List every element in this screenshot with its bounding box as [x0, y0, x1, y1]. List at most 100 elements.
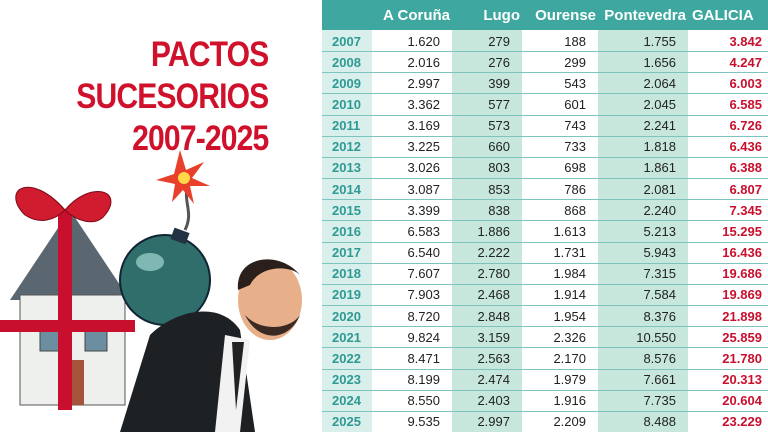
value: 601: [564, 96, 586, 112]
value: 8.720: [407, 308, 440, 324]
tie: [232, 342, 244, 410]
row-divider: [322, 241, 768, 243]
spark-core: [178, 172, 190, 184]
value: 8.550: [407, 393, 440, 409]
row-divider: [322, 347, 768, 349]
year: 2017: [332, 245, 361, 261]
value: 2.170: [553, 350, 586, 366]
row-divider: [322, 135, 768, 137]
column-header: Pontevedra: [604, 7, 686, 24]
bomb-shine: [136, 253, 164, 271]
value: 8.376: [643, 308, 676, 324]
value: 7.661: [643, 372, 676, 388]
value: 743: [564, 118, 586, 134]
value: 868: [564, 202, 586, 218]
value: 8.199: [407, 372, 440, 388]
value: 188: [564, 33, 586, 49]
bow: [15, 186, 112, 223]
year: 2018: [332, 266, 361, 282]
value: 7.345: [729, 202, 762, 218]
data-table: A Coruña Lugo Ourense Pontevedra GALICIA 2007…: [322, 0, 768, 432]
value: 20.313: [722, 372, 762, 388]
hair: [237, 259, 300, 290]
value: 8.576: [643, 350, 676, 366]
value: 853: [488, 181, 510, 197]
row-divider: [322, 93, 768, 95]
column-header: Ourense: [535, 7, 596, 24]
value: 1.984: [553, 266, 586, 282]
row-divider: [322, 199, 768, 201]
value: 2.997: [407, 75, 440, 91]
row-divider: [322, 410, 768, 412]
year: 2014: [332, 181, 361, 197]
value: 2.997: [477, 414, 510, 430]
value: 6.436: [729, 139, 762, 155]
value: 3.225: [407, 139, 440, 155]
value: 1.755: [643, 33, 676, 49]
value: 2.780: [477, 266, 510, 282]
value: 5.943: [643, 245, 676, 261]
value: 25.859: [722, 329, 762, 345]
value: 2.468: [477, 287, 510, 303]
row-divider: [322, 326, 768, 328]
value: 3.169: [407, 118, 440, 134]
value: 698: [564, 160, 586, 176]
value: 7.315: [643, 266, 676, 282]
title: PACTOS SUCESORIOS 2007-2025: [76, 34, 269, 160]
year: 2011: [332, 118, 361, 134]
value: 6.807: [729, 181, 762, 197]
value: 660: [488, 139, 510, 155]
value: 803: [488, 160, 510, 176]
value: 2.016: [407, 54, 440, 70]
year: 2019: [332, 287, 361, 303]
value: 2.222: [477, 245, 510, 261]
value: 3.362: [407, 96, 440, 112]
value: 733: [564, 139, 586, 155]
value: 1.818: [643, 139, 676, 155]
column-header: GALICIA: [692, 7, 754, 24]
value: 7.584: [643, 287, 676, 303]
value: 573: [488, 118, 510, 134]
row-divider: [322, 156, 768, 158]
beard: [245, 315, 300, 336]
row-divider: [322, 220, 768, 222]
value: 1.620: [407, 33, 440, 49]
title-line: PACTOS: [150, 35, 269, 74]
row-divider: [322, 178, 768, 180]
value: 786: [564, 181, 586, 197]
value: 19.869: [722, 287, 762, 303]
column-header: A Coruña: [383, 7, 450, 24]
bomb: [119, 234, 211, 326]
value: 6.388: [729, 160, 762, 176]
value: 838: [488, 202, 510, 218]
value: 19.686: [722, 266, 762, 282]
header-band: [322, 0, 768, 30]
value: 3.087: [407, 181, 440, 197]
year: 2009: [332, 75, 361, 91]
value: 2.563: [477, 350, 510, 366]
value: 1.656: [643, 54, 676, 70]
value: 279: [488, 33, 510, 49]
value: 23.229: [722, 414, 762, 430]
value: 20.604: [722, 393, 762, 409]
value: 2.209: [553, 414, 586, 430]
illustration: [0, 150, 302, 432]
shaded-column: [598, 30, 688, 432]
value: 2.240: [643, 202, 676, 218]
year: 2012: [332, 139, 361, 155]
row-divider: [322, 114, 768, 116]
year: 2023: [332, 372, 361, 388]
value: 8.471: [407, 350, 440, 366]
value: 2.474: [477, 372, 510, 388]
value: 6.583: [407, 223, 440, 239]
value: 2.403: [477, 393, 510, 409]
value: 1.954: [553, 308, 586, 324]
value: 2.241: [643, 118, 676, 134]
value: 3.842: [729, 33, 762, 49]
value: 2.848: [477, 308, 510, 324]
value: 1.914: [553, 287, 586, 303]
year: 2010: [332, 96, 361, 112]
value: 6.585: [729, 96, 762, 112]
value: 2.326: [553, 329, 586, 345]
